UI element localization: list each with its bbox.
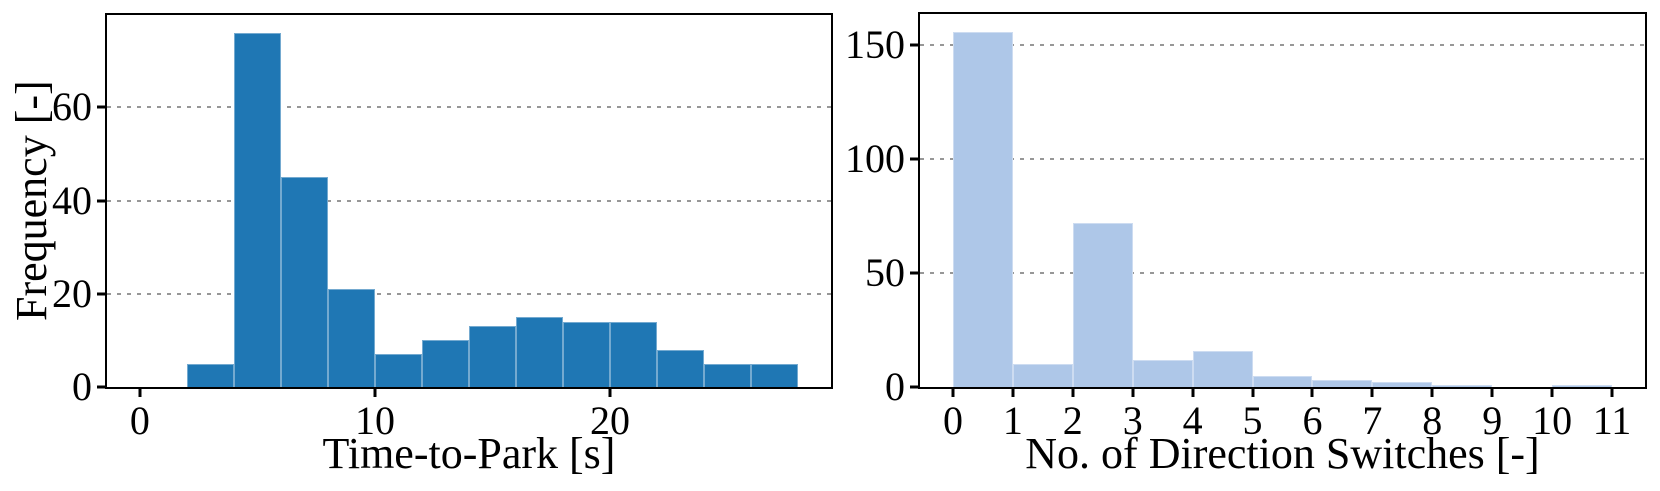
x-tick-mark	[1550, 387, 1554, 397]
x-tick-label: 6	[1302, 398, 1323, 443]
histogram-bar	[1252, 375, 1313, 387]
gridline	[920, 44, 1645, 47]
histogram-bar	[280, 177, 328, 387]
gridline	[920, 272, 1645, 275]
histogram-bar	[657, 349, 705, 387]
x-tick-label: 4	[1182, 398, 1203, 443]
histogram-bar	[186, 363, 234, 387]
histogram-bar	[1552, 384, 1613, 387]
x-tick-label: 0	[129, 398, 150, 443]
y-tick-mark	[910, 271, 920, 275]
gridline	[107, 199, 831, 202]
histogram-bar	[952, 31, 1013, 387]
histogram-bar	[704, 363, 752, 387]
x-tick-mark	[1071, 387, 1075, 397]
histogram-bar	[1012, 364, 1073, 387]
y-tick-label: 40	[52, 177, 92, 223]
x-tick-label: 1	[1002, 398, 1023, 443]
histogram-bar	[563, 321, 611, 387]
y-tick-mark	[97, 105, 107, 109]
y-axis-label-frequency: Frequency [-]	[7, 80, 56, 322]
x-tick-label: 10	[1532, 398, 1573, 443]
y-tick-mark	[97, 385, 107, 389]
plot-area-direction-switches: 0 1 2 3 4 5 6 7 8 9 10 11 0 50 100 150	[845, 12, 1647, 441]
plot-area-time-to-park: 0 10 20 0 20 40 60	[52, 13, 833, 441]
x-tick-mark	[1430, 387, 1434, 397]
x-tick-mark	[1370, 387, 1374, 397]
gridline	[920, 158, 1645, 161]
histogram-bar	[1132, 359, 1193, 387]
x-tick-label: 20	[590, 398, 631, 443]
x-tick-mark	[951, 387, 955, 397]
x-tick-label: 7	[1362, 398, 1383, 443]
y-tick-label: 20	[52, 270, 92, 316]
y-tick-mark	[97, 199, 107, 203]
histogram-bar	[1072, 223, 1133, 387]
x-tick-label: 5	[1242, 398, 1263, 443]
x-tick-mark	[138, 387, 142, 397]
x-tick-label: 9	[1482, 398, 1503, 443]
x-axis-label-direction-switches: No. of Direction Switches [-]	[1025, 429, 1540, 478]
x-tick-mark	[1490, 387, 1494, 397]
gridline	[107, 106, 831, 109]
x-tick-mark	[1310, 387, 1314, 397]
x-tick-label: 8	[1422, 398, 1443, 443]
x-tick-mark	[373, 387, 377, 397]
y-tick-label: 150	[845, 22, 905, 68]
y-tick-mark	[910, 157, 920, 161]
x-tick-label: 11	[1592, 398, 1632, 443]
y-tick-mark	[910, 43, 920, 47]
histogram-bar	[233, 32, 281, 387]
histogram-bar	[327, 289, 375, 387]
histogram-bar	[1192, 350, 1253, 387]
y-tick-label: 50	[865, 250, 905, 296]
x-tick-mark	[608, 387, 612, 397]
x-tick-mark	[1131, 387, 1135, 397]
x-tick-mark	[1610, 387, 1614, 397]
y-tick-mark	[910, 385, 920, 389]
x-tick-mark	[1191, 387, 1195, 397]
histogram-bar	[516, 317, 563, 387]
x-tick-label: 10	[354, 398, 395, 443]
y-tick-label: 60	[52, 84, 92, 130]
histogram-bar	[469, 326, 516, 387]
gridline	[107, 292, 831, 295]
x-tick-label: 2	[1062, 398, 1083, 443]
histogram-bar	[374, 354, 422, 387]
histogram-bar	[1312, 380, 1373, 387]
x-axis-label-time-to-park: Time-to-Park [s]	[322, 429, 616, 478]
histogram-bar	[610, 321, 658, 387]
y-tick-label: 0	[72, 364, 92, 409]
y-tick-label: 0	[885, 364, 905, 409]
histogram-bar	[421, 340, 469, 387]
y-tick-label: 100	[845, 136, 905, 182]
x-tick-mark	[1251, 387, 1255, 397]
x-tick-label: 3	[1122, 398, 1143, 443]
x-tick-mark	[1011, 387, 1015, 397]
histogram-bar	[1432, 384, 1493, 387]
y-tick-mark	[97, 292, 107, 296]
histogram-bar	[1372, 382, 1433, 387]
x-tick-label: 0	[942, 398, 963, 443]
histogram-bar	[751, 363, 799, 387]
